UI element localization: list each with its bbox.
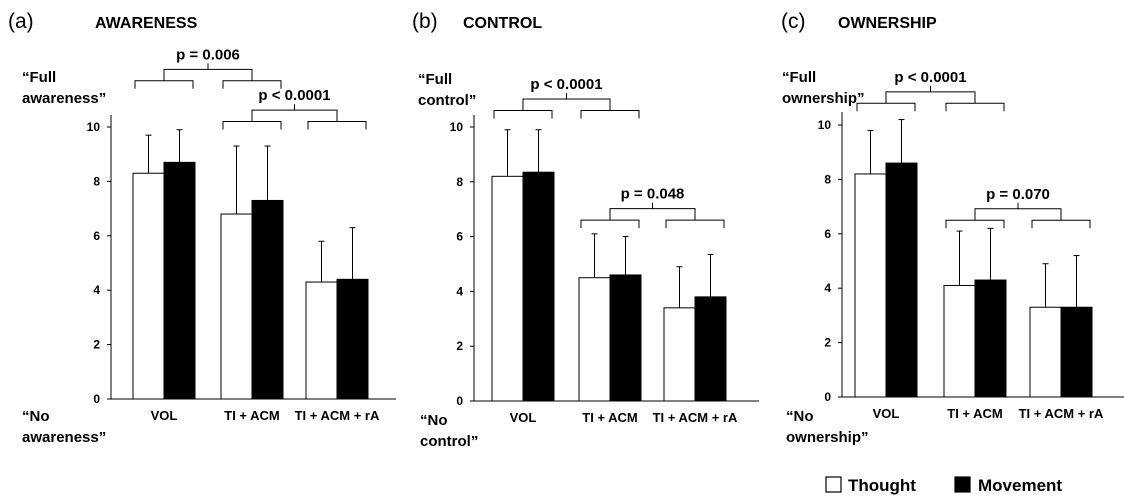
y-tick-label: 2 bbox=[93, 338, 100, 352]
y-tick-label: 0 bbox=[456, 394, 463, 408]
sub-bracket bbox=[307, 121, 367, 130]
panel-control: (b) CONTROL “Full control” “No control” 0 2 4 6 8 1… bbox=[412, 10, 759, 450]
sub-bracket bbox=[665, 219, 725, 229]
legend-label: Movement bbox=[978, 476, 1062, 495]
bottom-scale-label: “No bbox=[22, 408, 50, 425]
y-tick-label: 0 bbox=[93, 392, 100, 406]
legend: Thought Movement bbox=[825, 476, 1062, 495]
sub-bracket bbox=[580, 219, 640, 229]
bar-movement bbox=[251, 199, 284, 400]
bar-thought bbox=[943, 284, 976, 398]
top-scale-label: “Full bbox=[418, 71, 452, 88]
category-label: VOL bbox=[151, 408, 178, 423]
category-label: TI + ACM + rA bbox=[295, 408, 380, 423]
category-label: VOL bbox=[873, 406, 900, 421]
legend-swatch-thought bbox=[825, 476, 842, 493]
bar-movement bbox=[609, 274, 642, 402]
y-tick-label: 10 bbox=[87, 120, 101, 134]
sub-bracket bbox=[856, 102, 916, 112]
y-tick-label: 8 bbox=[456, 175, 463, 189]
y-tick-label: 6 bbox=[824, 227, 831, 241]
sub-bracket bbox=[1031, 219, 1091, 229]
top-scale-label: “Full bbox=[22, 69, 56, 86]
y-tick-label: 4 bbox=[824, 281, 831, 295]
y-tick-label: 8 bbox=[824, 172, 831, 186]
y-tick-label: 6 bbox=[456, 230, 463, 244]
bar-movement bbox=[885, 162, 918, 398]
legend-label: Thought bbox=[848, 476, 916, 495]
legend-swatch-movement bbox=[954, 476, 971, 493]
bar-thought bbox=[854, 173, 887, 398]
bottom-scale-label: “No bbox=[420, 412, 448, 429]
sub-bracket bbox=[493, 110, 553, 119]
top-scale-label: “Full bbox=[782, 69, 816, 86]
bar-movement bbox=[522, 171, 555, 402]
significance-bracket bbox=[251, 109, 338, 122]
category-label: TI + ACM + rA bbox=[653, 410, 738, 425]
p-value-label: p = 0.006 bbox=[176, 46, 240, 63]
y-tick-label: 4 bbox=[93, 283, 100, 297]
category-label: TI + ACM bbox=[947, 406, 1003, 421]
bar-thought bbox=[1029, 306, 1062, 398]
y-tick-label: 0 bbox=[824, 390, 831, 404]
p-value-label: p < 0.0001 bbox=[530, 76, 602, 93]
bottom-scale-label: ownership” bbox=[786, 429, 869, 446]
y-tick-label: 6 bbox=[93, 229, 100, 243]
bar-thought bbox=[220, 213, 253, 400]
category-label: TI + ACM bbox=[224, 408, 280, 423]
y-tick-label: 10 bbox=[450, 120, 464, 134]
panel-awareness: (a) AWARENESS “Full awareness” “No awareness”… bbox=[8, 10, 396, 446]
panel-title: AWARENESS bbox=[95, 15, 198, 32]
p-value-label: p = 0.070 bbox=[986, 186, 1050, 203]
y-tick-label: 2 bbox=[456, 339, 463, 353]
panel-ownership: (c) OWNERSHIP “Full ownership” “No ownership”… bbox=[781, 10, 1124, 446]
significance-bracket bbox=[885, 91, 976, 104]
top-scale-label: ownership” bbox=[782, 90, 865, 107]
category-label: TI + ACM bbox=[582, 410, 638, 425]
significance-bracket bbox=[522, 98, 611, 111]
y-tick-label: 4 bbox=[456, 284, 463, 298]
significance-bracket bbox=[163, 68, 253, 81]
bar-thought bbox=[491, 175, 524, 402]
bar-movement bbox=[336, 278, 369, 400]
p-value-label: p = 0.048 bbox=[621, 186, 685, 203]
p-value-label: p < 0.0001 bbox=[258, 87, 330, 104]
y-tick-label: 10 bbox=[818, 118, 832, 132]
top-scale-label: awareness” bbox=[22, 90, 106, 107]
panel-letter: (a) bbox=[8, 10, 34, 33]
bottom-scale-label: “No bbox=[786, 408, 814, 425]
y-tick-label: 2 bbox=[824, 336, 831, 350]
bar-movement bbox=[1060, 306, 1093, 398]
bar-movement bbox=[163, 161, 196, 400]
panel-title: OWNERSHIP bbox=[838, 15, 937, 32]
bar-thought bbox=[578, 277, 611, 402]
top-scale-label: control” bbox=[418, 92, 476, 109]
significance-bracket bbox=[609, 208, 696, 221]
panel-letter: (c) bbox=[781, 10, 806, 33]
sub-bracket bbox=[945, 219, 1005, 229]
y-tick-label: 8 bbox=[93, 174, 100, 188]
p-value-label: p < 0.0001 bbox=[894, 69, 966, 86]
sub-bracket bbox=[134, 80, 194, 89]
sub-bracket bbox=[222, 121, 282, 130]
bar-thought bbox=[663, 307, 696, 402]
panel-letter: (b) bbox=[412, 10, 438, 33]
sub-bracket bbox=[945, 102, 1005, 112]
significance-bracket bbox=[974, 208, 1062, 221]
bar-movement bbox=[974, 279, 1007, 398]
bar-thought bbox=[305, 281, 338, 400]
bar-movement bbox=[694, 296, 727, 402]
panel-title: CONTROL bbox=[463, 15, 542, 32]
bottom-scale-label: control” bbox=[420, 433, 478, 450]
bottom-scale-label: awareness” bbox=[22, 429, 106, 446]
category-label: VOL bbox=[510, 410, 537, 425]
bar-thought bbox=[132, 172, 165, 400]
category-label: TI + ACM + rA bbox=[1019, 406, 1104, 421]
sub-bracket bbox=[580, 110, 640, 119]
